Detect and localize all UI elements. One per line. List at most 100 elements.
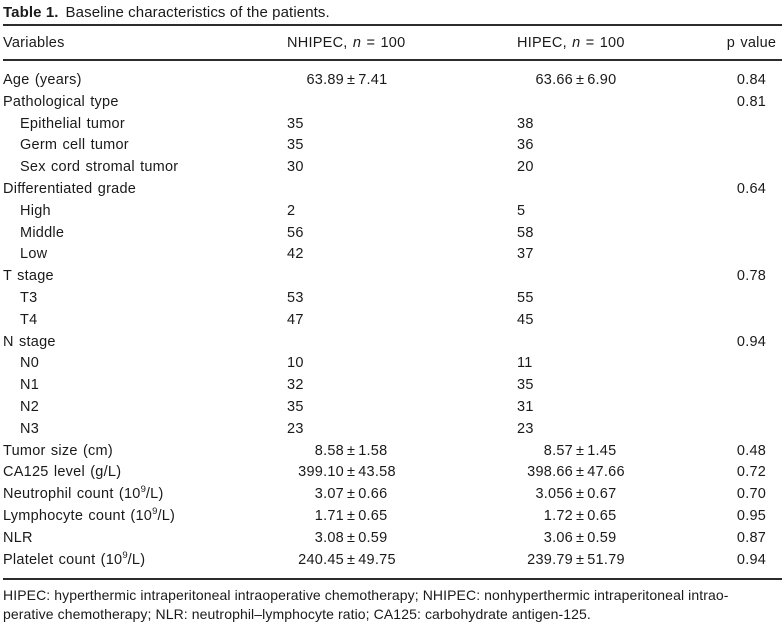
cell-hipec: 8.57 ±1.45 — [517, 441, 721, 463]
cell-nhipec: 53 — [287, 289, 304, 306]
row-label: N2 — [20, 398, 40, 415]
cell-hipec: 1.72 ±0.65 — [517, 506, 721, 528]
cell-nhipec: 63.89 ±7.41 — [287, 60, 517, 92]
cell-hipec: 239.79 ±51.79 — [517, 550, 721, 580]
cell-nhipec — [287, 179, 517, 201]
footnote-line: HIPEC: hyperthermic intraperitoneal intr… — [3, 587, 729, 604]
cell-hipec: 23 — [517, 420, 534, 437]
cell-hipec — [517, 266, 721, 288]
table-row: T3 53 55 — [3, 288, 782, 310]
cell-nhipec: 8.58 ±1.58 — [287, 441, 517, 463]
table-row: Low 42 37 — [3, 244, 782, 266]
cell-hipec: 38 — [517, 115, 534, 132]
cell-nhipec: 10 — [287, 355, 304, 372]
row-label: Differentiated grade — [3, 180, 137, 197]
cell-hipec: 35 — [517, 377, 534, 394]
row-label: N0 — [20, 355, 40, 372]
table-row: T stage 0.78 — [3, 266, 782, 288]
cell-hipec: 11 — [517, 355, 533, 372]
cell-nhipec: 1.71 ±0.65 — [287, 506, 517, 528]
cell-hipec — [517, 92, 721, 114]
cell-p-value: 0.84 — [736, 72, 767, 88]
cell-nhipec: 399.10 ±43.58 — [287, 462, 517, 484]
cell-p-value: 0.95 — [736, 507, 767, 524]
cell-nhipec: 42 — [287, 246, 304, 263]
row-label: Sex cord stromal tumor — [20, 159, 179, 176]
mean-sd-value: 3.06 ±0.59 — [543, 529, 617, 546]
row-label: Middle — [20, 224, 65, 241]
cell-p-value — [721, 419, 782, 441]
cell-hipec: 45 — [517, 311, 534, 328]
table-row: Sex cord stromal tumor 30 20 — [3, 157, 782, 179]
cell-hipec: 20 — [517, 159, 534, 176]
cell-p-value: 0.48 — [736, 442, 767, 459]
cell-nhipec: 35 — [287, 398, 304, 415]
row-label: Lymphocyte count (109/L) — [3, 506, 176, 524]
cell-p-value: 0.78 — [736, 268, 767, 285]
cell-nhipec — [287, 332, 517, 354]
table-caption-text: Baseline characteristics of the patients… — [65, 4, 330, 21]
cell-p-value — [721, 310, 782, 332]
row-label: N stage — [3, 333, 56, 350]
cell-p-value: 0.64 — [736, 180, 767, 197]
baseline-characteristics-table: Variables NHIPEC, n = 100 HIPEC, n = 100 p … — [3, 24, 782, 581]
table-footnote: HIPEC: hyperthermic intraperitoneal intr… — [3, 580, 782, 623]
cell-nhipec: 3.08 ±0.59 — [287, 528, 517, 550]
table-row: Pathological type 0.81 — [3, 92, 782, 114]
col-header-p-value: p value — [721, 25, 782, 61]
cell-nhipec: 35 — [287, 137, 304, 154]
table-row: N stage 0.94 — [3, 332, 782, 354]
cell-hipec: 58 — [517, 224, 534, 241]
table-row: High 2 5 — [3, 201, 782, 223]
col-header-hipec: HIPEC, n = 100 — [517, 25, 721, 61]
mean-sd-value: 240.45 ±49.75 — [298, 551, 396, 568]
cell-nhipec: 2 — [287, 202, 296, 219]
footnote-line: perative chemotherapy; NLR: neutrophil–l… — [3, 605, 591, 622]
row-label: NLR — [3, 529, 33, 546]
cell-p-value — [721, 157, 782, 179]
cell-p-value — [721, 244, 782, 266]
mean-sd-value: 3.08 ±0.59 — [314, 529, 388, 546]
mean-sd-value: 398.66 ±47.66 — [527, 464, 625, 481]
cell-nhipec: 30 — [287, 159, 304, 176]
cell-hipec: 31 — [517, 398, 534, 415]
table-row: N1 32 35 — [3, 375, 782, 397]
mean-sd-value: 1.71 ±0.65 — [314, 507, 388, 524]
cell-hipec: 55 — [517, 289, 534, 306]
cell-nhipec: 3.07 ±0.66 — [287, 484, 517, 506]
table-row: Middle 56 58 — [3, 223, 782, 245]
mean-sd-value: 3.07 ±0.66 — [314, 486, 388, 503]
row-label: T3 — [20, 289, 38, 306]
col-header-nhipec: NHIPEC, n = 100 — [287, 25, 517, 61]
cell-p-value — [721, 375, 782, 397]
table-row: N0 10 11 — [3, 353, 782, 375]
row-label: CA125 level (g/L) — [3, 464, 122, 481]
table-row: Germ cell tumor 35 36 — [3, 135, 782, 157]
table-header-row: Variables NHIPEC, n = 100 HIPEC, n = 100 p … — [3, 25, 782, 61]
cell-hipec: 3.056 ±0.67 — [517, 484, 721, 506]
table-row: Epithelial tumor 35 38 — [3, 114, 782, 136]
cell-p-value: 0.70 — [736, 486, 767, 503]
cell-hipec: 3.06 ±0.59 — [517, 528, 721, 550]
cell-hipec: 5 — [517, 202, 526, 219]
row-label: Germ cell tumor — [20, 137, 129, 154]
cell-hipec: 37 — [517, 246, 534, 263]
table-row: NLR 3.08 ±0.59 3.06 ±0.59 0.87 — [3, 528, 782, 550]
row-label: Age (years) — [3, 72, 82, 88]
mean-sd-value: 239.79 ±51.79 — [527, 551, 625, 568]
cell-p-value — [721, 135, 782, 157]
table-row: T4 47 45 — [3, 310, 782, 332]
cell-nhipec — [287, 92, 517, 114]
table-row: CA125 level (g/L) 399.10 ±43.58 398.66 ±47.6… — [3, 462, 782, 484]
cell-hipec: 36 — [517, 137, 534, 154]
cell-nhipec: 32 — [287, 377, 304, 394]
table-row: Lymphocyte count (109/L) 1.71 ±0.65 1.72 ±0.… — [3, 506, 782, 528]
row-label: N3 — [20, 420, 40, 437]
cell-p-value: 0.81 — [736, 93, 767, 110]
row-label: Tumor size (cm) — [3, 442, 113, 459]
cell-nhipec: 35 — [287, 115, 304, 132]
cell-hipec — [517, 332, 721, 354]
mean-sd-value: 63.89 ±7.41 — [306, 72, 388, 88]
mean-sd-value: 399.10 ±43.58 — [298, 464, 396, 481]
